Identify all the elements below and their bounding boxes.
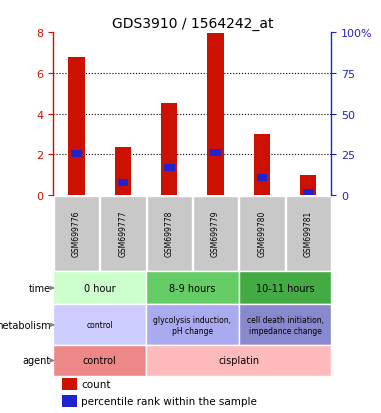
Text: cisplatin: cisplatin — [218, 356, 259, 366]
Bar — [115, 148, 131, 196]
Text: percentile rank within the sample: percentile rank within the sample — [81, 396, 257, 406]
Text: GSM699777: GSM699777 — [118, 211, 127, 257]
FancyBboxPatch shape — [53, 272, 146, 305]
Text: GSM699781: GSM699781 — [304, 211, 313, 257]
Bar — [208, 34, 224, 196]
FancyBboxPatch shape — [147, 196, 192, 271]
Text: control: control — [86, 320, 113, 330]
Bar — [71, 150, 82, 158]
Text: 0 hour: 0 hour — [84, 283, 115, 293]
Bar — [257, 175, 267, 182]
FancyBboxPatch shape — [239, 272, 331, 305]
Bar — [164, 164, 174, 172]
Text: agent: agent — [22, 356, 51, 366]
FancyBboxPatch shape — [239, 305, 331, 345]
FancyBboxPatch shape — [239, 196, 285, 271]
Text: metabolism: metabolism — [0, 320, 51, 330]
Bar — [62, 395, 77, 406]
Bar — [254, 135, 270, 196]
Text: GSM699780: GSM699780 — [258, 211, 266, 257]
FancyBboxPatch shape — [54, 196, 99, 271]
FancyBboxPatch shape — [286, 196, 331, 271]
Bar — [118, 179, 128, 187]
Text: GSM699776: GSM699776 — [72, 211, 81, 257]
FancyBboxPatch shape — [53, 345, 146, 376]
Bar — [300, 175, 316, 196]
Bar — [161, 104, 177, 196]
Bar — [303, 190, 314, 197]
Bar — [210, 149, 221, 157]
FancyBboxPatch shape — [193, 196, 238, 271]
Bar — [62, 378, 77, 390]
Text: cell death initiation,
impedance change: cell death initiation, impedance change — [247, 316, 323, 335]
Title: GDS3910 / 1564242_at: GDS3910 / 1564242_at — [112, 17, 273, 31]
FancyBboxPatch shape — [146, 305, 239, 345]
FancyBboxPatch shape — [100, 196, 146, 271]
FancyBboxPatch shape — [53, 305, 146, 345]
Text: glycolysis induction,
pH change: glycolysis induction, pH change — [154, 316, 231, 335]
Text: time: time — [29, 283, 51, 293]
Text: GSM699778: GSM699778 — [165, 211, 174, 257]
Text: 8-9 hours: 8-9 hours — [169, 283, 216, 293]
Text: 10-11 hours: 10-11 hours — [256, 283, 314, 293]
FancyBboxPatch shape — [146, 345, 331, 376]
Text: count: count — [81, 379, 110, 389]
Bar — [69, 57, 85, 196]
Text: control: control — [83, 356, 117, 366]
Text: GSM699779: GSM699779 — [211, 211, 220, 257]
FancyBboxPatch shape — [146, 272, 239, 305]
